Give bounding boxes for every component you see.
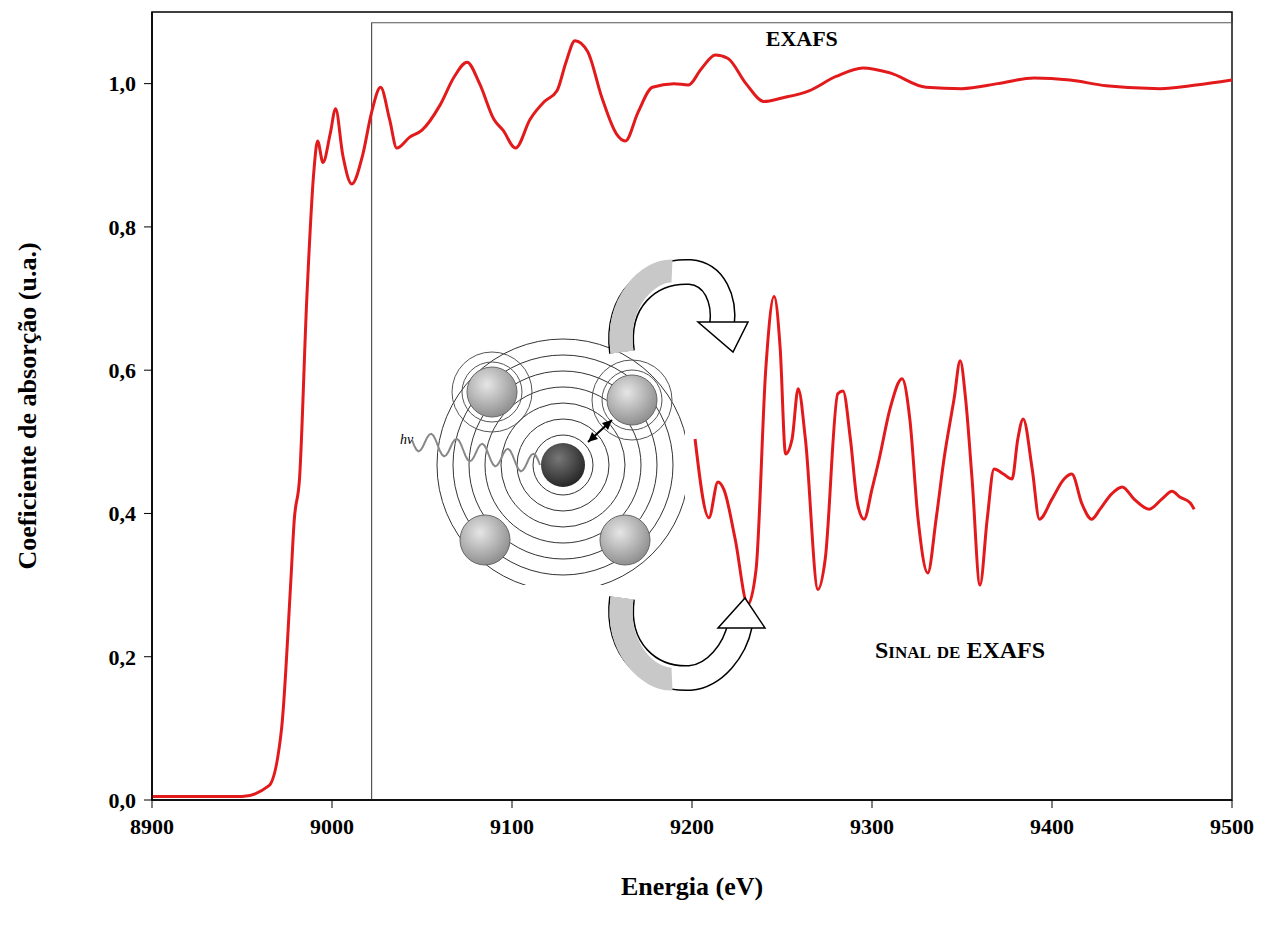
svg-text:9400: 9400 xyxy=(1030,814,1074,839)
svg-text:0,2: 0,2 xyxy=(109,645,137,670)
svg-text:hν: hν xyxy=(400,432,414,447)
svg-text:Coeficiente de absorção (u.a.): Coeficiente de absorção (u.a.) xyxy=(13,242,42,569)
svg-text:Sinal de EXAFS: Sinal de EXAFS xyxy=(875,637,1045,663)
svg-text:9300: 9300 xyxy=(850,814,894,839)
svg-text:9200: 9200 xyxy=(670,814,714,839)
svg-text:1,0: 1,0 xyxy=(109,71,137,96)
svg-text:EXAFS: EXAFS xyxy=(766,26,838,51)
svg-text:0,0: 0,0 xyxy=(109,788,137,813)
svg-text:9500: 9500 xyxy=(1210,814,1254,839)
svg-text:Energia (eV): Energia (eV) xyxy=(621,872,763,901)
svg-text:9000: 9000 xyxy=(310,814,354,839)
svg-text:9100: 9100 xyxy=(490,814,534,839)
svg-text:0,8: 0,8 xyxy=(109,215,137,240)
svg-text:8900: 8900 xyxy=(130,814,174,839)
svg-text:0,4: 0,4 xyxy=(109,501,137,526)
svg-text:0,6: 0,6 xyxy=(109,358,137,383)
